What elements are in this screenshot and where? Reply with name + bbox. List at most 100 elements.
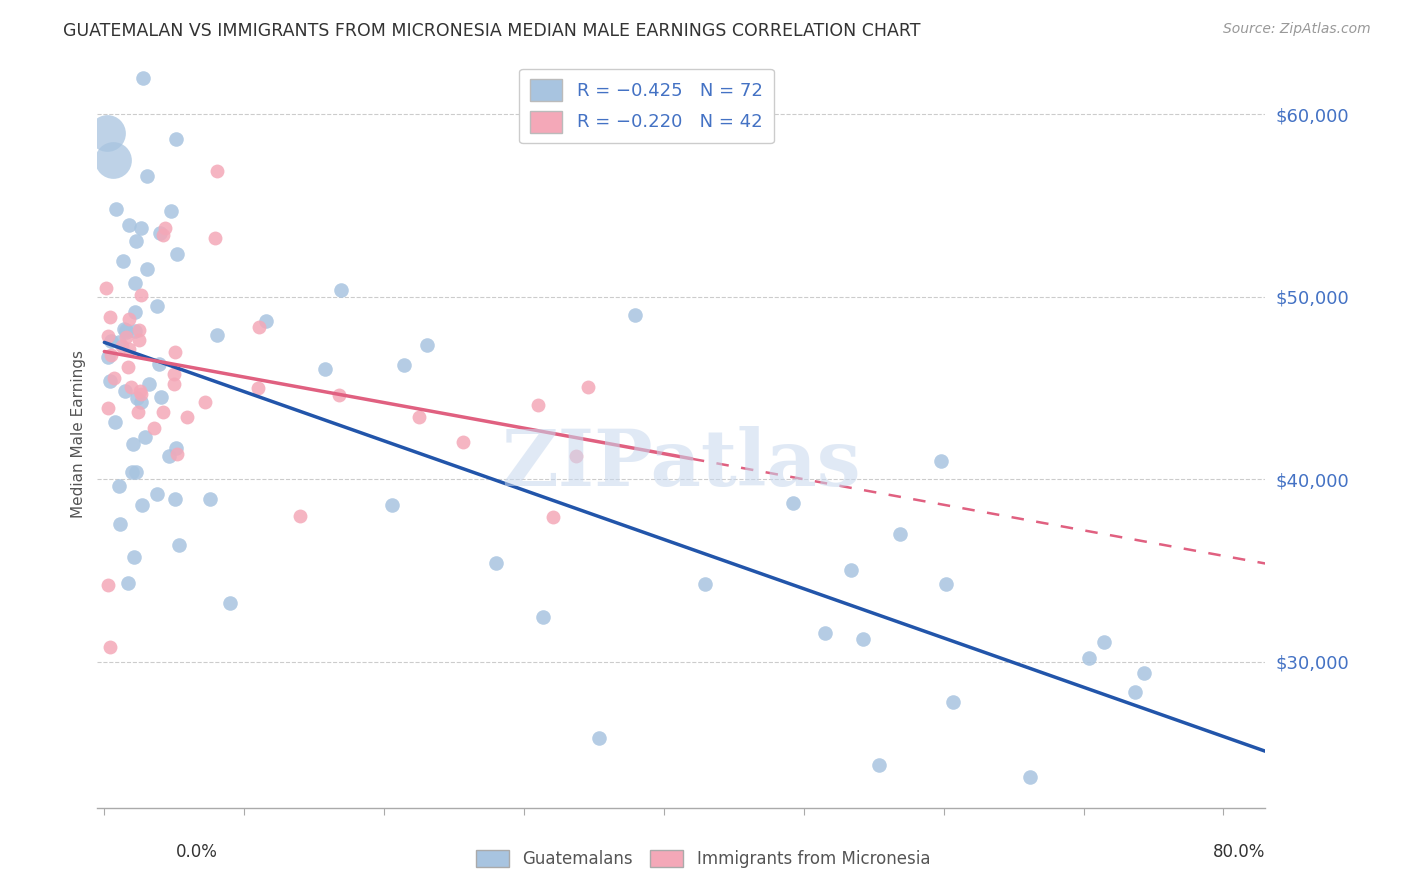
Point xyxy=(138,376,160,391)
Point xyxy=(115,325,138,339)
Point xyxy=(97,329,120,343)
Point xyxy=(588,731,610,746)
Point xyxy=(98,374,121,388)
Point xyxy=(117,576,139,591)
Point xyxy=(107,335,129,350)
Point xyxy=(124,549,146,564)
Point xyxy=(200,491,222,506)
Point xyxy=(94,280,117,294)
Point xyxy=(942,695,965,709)
Point xyxy=(152,405,174,419)
Point xyxy=(176,409,198,424)
Point xyxy=(165,344,187,359)
Point xyxy=(1123,685,1146,699)
Point xyxy=(132,70,155,85)
Point xyxy=(124,325,146,339)
Point xyxy=(120,380,142,394)
Point xyxy=(526,398,548,412)
Point xyxy=(121,465,143,479)
Point xyxy=(135,262,157,277)
Point xyxy=(125,465,148,479)
Point xyxy=(693,577,716,591)
Point xyxy=(165,132,187,146)
Point xyxy=(103,371,125,385)
Point xyxy=(541,509,564,524)
Point xyxy=(205,328,228,343)
Point xyxy=(162,377,184,392)
Point xyxy=(931,454,953,468)
Point xyxy=(135,169,157,183)
Point xyxy=(98,640,121,655)
Point xyxy=(935,577,957,591)
Point xyxy=(129,384,152,398)
Text: ZIPatlas: ZIPatlas xyxy=(502,425,860,501)
Point xyxy=(408,409,430,424)
Point xyxy=(624,308,647,322)
Point xyxy=(129,395,152,409)
Point xyxy=(839,563,862,577)
Point xyxy=(98,310,121,324)
Point xyxy=(124,276,146,290)
Point xyxy=(114,384,136,399)
Point xyxy=(148,357,170,371)
Point xyxy=(128,323,150,337)
Point xyxy=(118,219,141,233)
Point xyxy=(117,360,139,375)
Point xyxy=(163,368,186,382)
Point xyxy=(146,299,169,313)
Point xyxy=(1092,635,1115,649)
Legend: Guatemalans, Immigrants from Micronesia: Guatemalans, Immigrants from Micronesia xyxy=(470,843,936,875)
Point xyxy=(194,395,217,409)
Point xyxy=(114,330,136,344)
Point xyxy=(127,405,149,419)
Point xyxy=(814,625,837,640)
Point xyxy=(218,596,240,610)
Point xyxy=(254,314,277,328)
Point xyxy=(166,247,188,261)
Point xyxy=(97,401,120,415)
Point xyxy=(125,234,148,248)
Text: GUATEMALAN VS IMMIGRANTS FROM MICRONESIA MEDIAN MALE EARNINGS CORRELATION CHART: GUATEMALAN VS IMMIGRANTS FROM MICRONESIA… xyxy=(63,22,921,40)
Point xyxy=(110,339,132,353)
Text: 80.0%: 80.0% xyxy=(1213,843,1265,861)
Point xyxy=(112,253,135,268)
Point xyxy=(97,351,120,365)
Point xyxy=(531,610,554,624)
Point xyxy=(416,338,439,352)
Point xyxy=(314,362,336,376)
Point xyxy=(96,126,118,140)
Point xyxy=(247,319,270,334)
Point xyxy=(149,226,172,240)
Point xyxy=(564,450,586,464)
Y-axis label: Median Male Earnings: Median Male Earnings xyxy=(72,350,86,517)
Point xyxy=(782,496,804,510)
Point xyxy=(128,333,150,347)
Point xyxy=(146,486,169,500)
Point xyxy=(169,538,191,552)
Point xyxy=(129,288,152,302)
Point xyxy=(112,322,135,336)
Point xyxy=(124,305,146,319)
Legend: R = −0.425   N = 72, R = −0.220   N = 42: R = −0.425 N = 72, R = −0.220 N = 42 xyxy=(519,69,773,144)
Point xyxy=(134,430,156,444)
Point xyxy=(121,437,143,451)
Point xyxy=(108,479,131,493)
Point xyxy=(129,387,152,401)
Point xyxy=(485,556,508,570)
Text: 0.0%: 0.0% xyxy=(176,843,218,861)
Point xyxy=(166,441,188,455)
Point xyxy=(290,509,312,524)
Point xyxy=(381,499,404,513)
Point xyxy=(852,632,875,647)
Point xyxy=(97,578,120,592)
Point xyxy=(889,526,911,541)
Point xyxy=(451,435,474,450)
Point xyxy=(205,164,228,178)
Point xyxy=(165,491,187,506)
Point xyxy=(101,153,124,167)
Point xyxy=(1077,651,1099,665)
Point xyxy=(152,227,174,242)
Point xyxy=(125,391,148,405)
Point xyxy=(104,202,127,216)
Point xyxy=(166,447,188,461)
